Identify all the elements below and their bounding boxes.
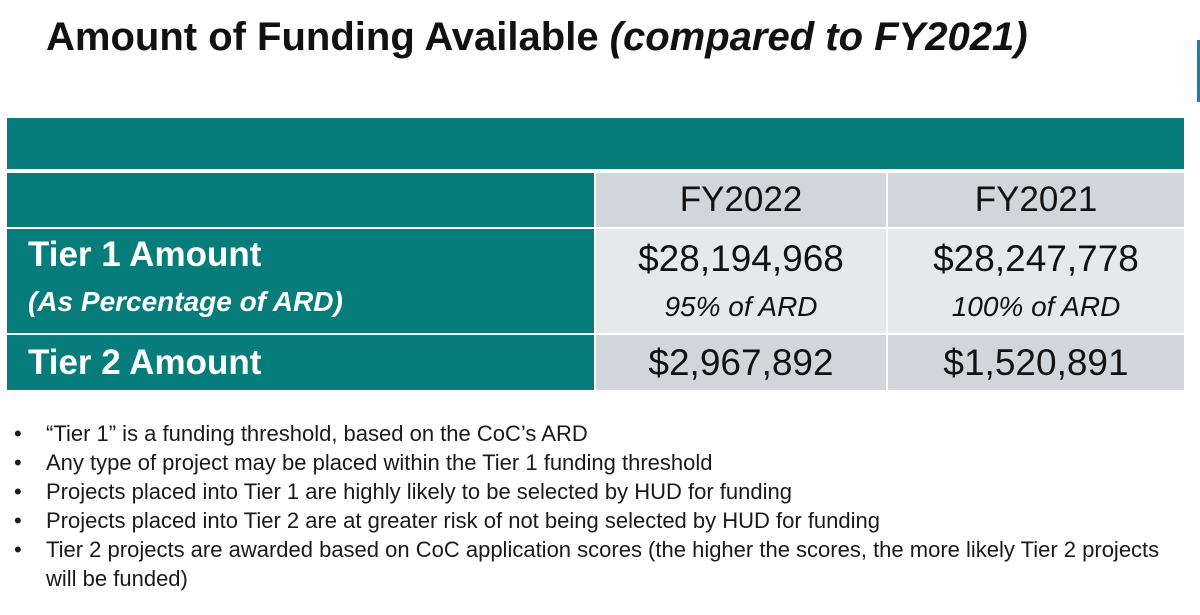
tier1-fy2021-percentage: 100% of ARD bbox=[951, 291, 1121, 322]
tier1-fy2022-percentage: 95% of ARD bbox=[664, 291, 818, 322]
list-item: • Tier 2 projects are awarded based on C… bbox=[14, 535, 1189, 593]
header-cell-fy2021: FY2021 bbox=[888, 173, 1184, 227]
tier2-fy2021-amount: $1,520,891 bbox=[943, 341, 1129, 383]
table-row-tier2: Tier 2 Amount $2,967,892 $1,520,891 bbox=[7, 335, 1184, 390]
table-row-tier1: Tier 1 Amount (As Percentage of ARD) $28… bbox=[7, 229, 1184, 333]
tier2-label-cell: Tier 2 Amount bbox=[7, 335, 594, 390]
list-item: • Projects placed into Tier 2 are at gre… bbox=[14, 506, 1189, 535]
header-cell-fy2022: FY2022 bbox=[596, 173, 886, 227]
slide-title: Amount of Funding Available (compared to… bbox=[46, 12, 1028, 62]
tier2-label: Tier 2 Amount bbox=[28, 342, 262, 382]
tier1-fy2021-cell: $28,247,778 100% of ARD bbox=[888, 229, 1184, 333]
bullet-glyph: • bbox=[14, 421, 22, 446]
list-item-text: Projects placed into Tier 1 are highly l… bbox=[46, 479, 792, 504]
bullet-glyph: • bbox=[14, 450, 22, 475]
header-fy2021: FY2021 bbox=[974, 180, 1098, 219]
table-banner bbox=[7, 118, 1184, 169]
list-item: • Projects placed into Tier 1 are highly… bbox=[14, 477, 1189, 506]
tier1-fy2021-amount: $28,247,778 bbox=[933, 238, 1139, 279]
table-header-row: FY2022 FY2021 bbox=[7, 173, 1184, 227]
tier2-fy2022-amount: $2,967,892 bbox=[648, 341, 834, 383]
tier1-fy2022-cell: $28,194,968 95% of ARD bbox=[596, 229, 886, 333]
list-item-text: “Tier 1” is a funding threshold, based o… bbox=[46, 421, 588, 446]
tier2-fy2022-cell: $2,967,892 bbox=[596, 335, 886, 390]
tier1-sublabel: (As Percentage of ARD) bbox=[28, 286, 343, 317]
header-blank-cell bbox=[7, 173, 594, 227]
bullet-glyph: • bbox=[14, 479, 22, 504]
tier1-fy2022-amount: $28,194,968 bbox=[638, 238, 844, 279]
funding-table: FY2022 FY2021 Tier 1 Amount (As Percenta… bbox=[7, 118, 1184, 390]
slide-title-main: Amount of Funding Available bbox=[46, 15, 610, 59]
list-item-text: Any type of project may be placed within… bbox=[46, 450, 713, 475]
slide-title-comparison: (compared to FY2021) bbox=[609, 15, 1028, 59]
tier1-label: Tier 1 Amount bbox=[28, 235, 262, 274]
bullet-glyph: • bbox=[14, 537, 22, 562]
header-fy2022: FY2022 bbox=[679, 180, 803, 219]
tier1-label-cell: Tier 1 Amount (As Percentage of ARD) bbox=[7, 229, 594, 333]
list-item-text: Tier 2 projects are awarded based on CoC… bbox=[46, 537, 1160, 591]
list-item: • “Tier 1” is a funding threshold, based… bbox=[14, 419, 1189, 448]
list-item: • Any type of project may be placed with… bbox=[14, 448, 1189, 477]
bullet-glyph: • bbox=[14, 508, 22, 533]
tier2-fy2021-cell: $1,520,891 bbox=[888, 335, 1184, 390]
list-item-text: Projects placed into Tier 2 are at great… bbox=[46, 508, 880, 533]
notes-list: • “Tier 1” is a funding threshold, based… bbox=[14, 419, 1189, 593]
edge-accent-bar bbox=[1197, 40, 1200, 102]
